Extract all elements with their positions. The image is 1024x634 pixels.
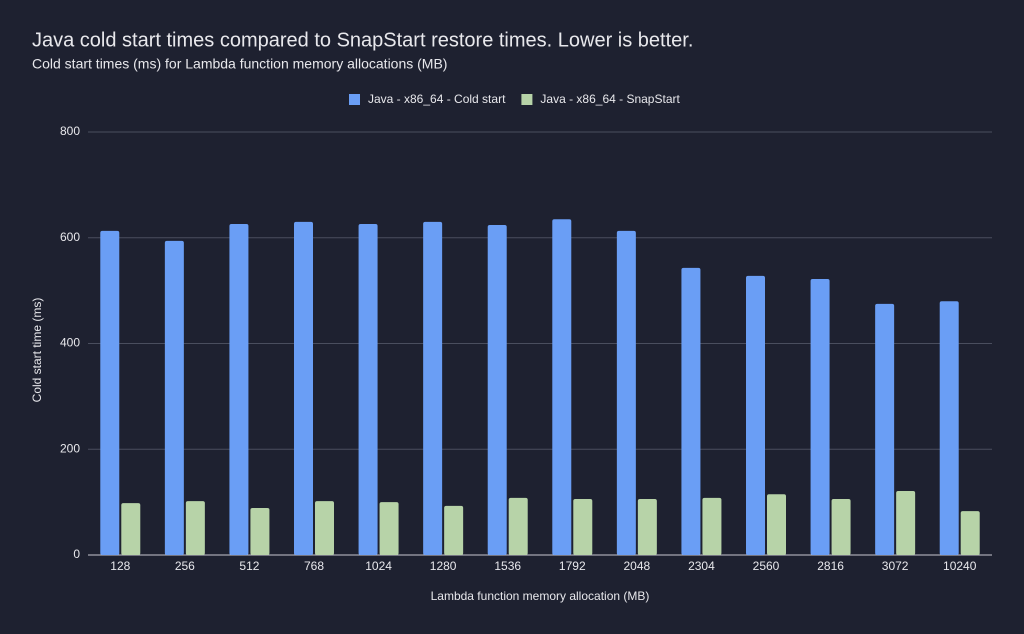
x-tick-label: 256	[175, 559, 195, 573]
bar	[185, 501, 205, 555]
x-tick-label: 1280	[430, 559, 457, 573]
x-tick-label: 2560	[753, 559, 780, 573]
bar	[896, 491, 916, 555]
x-tick-label: 1024	[365, 559, 392, 573]
bar	[315, 501, 334, 555]
x-tick-label: 768	[304, 559, 324, 573]
x-tick-label: 128	[110, 559, 130, 573]
bar	[121, 503, 141, 555]
bar	[379, 502, 399, 555]
bar	[810, 278, 830, 555]
x-tick-label: 10240	[943, 559, 977, 573]
bar	[960, 511, 980, 555]
y-tick-label: 800	[60, 124, 80, 138]
bar	[444, 505, 464, 555]
bar	[164, 240, 184, 556]
bar	[616, 230, 636, 555]
bar	[767, 494, 786, 555]
x-tick-label: 2048	[624, 559, 651, 573]
bar	[681, 267, 701, 555]
y-tick-label: 600	[60, 230, 80, 244]
x-tick-label: 2304	[688, 559, 715, 573]
bar	[552, 219, 572, 555]
bar	[573, 498, 593, 555]
bar	[702, 497, 722, 555]
legend-label: Java - x86_64 - Cold start	[368, 92, 506, 106]
y-axis-label: Cold start time (ms)	[30, 298, 44, 403]
bar	[487, 225, 507, 555]
bar	[875, 303, 895, 555]
legend-label: Java - x86_64 - SnapStart	[540, 92, 680, 106]
legend-swatch	[521, 94, 533, 105]
bar	[250, 507, 270, 555]
x-tick-label: 3072	[882, 559, 909, 573]
y-tick-label: 400	[60, 336, 80, 350]
y-tick-label: 200	[60, 441, 80, 455]
bar	[423, 221, 443, 555]
bar	[229, 224, 249, 555]
bar	[508, 497, 528, 555]
x-tick-label: 2816	[817, 559, 844, 573]
x-tick-label: 1792	[559, 559, 586, 573]
bar	[100, 230, 120, 555]
bar	[358, 224, 378, 555]
bar	[746, 275, 765, 555]
x-tick-label: 512	[239, 559, 259, 573]
chart-title: Java cold start times compared to SnapSt…	[32, 29, 693, 51]
bar	[831, 498, 851, 555]
bar	[939, 301, 959, 555]
chart-subtitle: Cold start times (ms) for Lambda functio…	[32, 56, 447, 72]
y-tick-label: 0	[73, 547, 80, 561]
bar	[637, 498, 657, 555]
x-tick-label: 1536	[494, 559, 521, 573]
legend-swatch	[349, 94, 360, 105]
bar	[294, 221, 313, 555]
x-axis-label: Lambda function memory allocation (MB)	[431, 589, 650, 603]
